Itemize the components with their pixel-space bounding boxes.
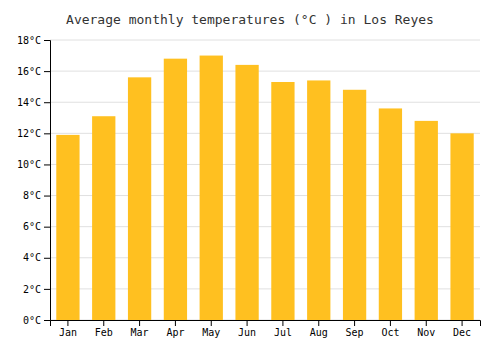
tick-label: Mar [131, 327, 149, 338]
tick-label: Nov [417, 327, 435, 338]
tick-mark [426, 320, 427, 326]
grid-line [50, 71, 480, 72]
tick-mark [282, 320, 283, 326]
bar [200, 56, 223, 320]
bar [307, 80, 330, 320]
tick-mark [44, 133, 50, 134]
grid [50, 40, 480, 320]
tick-mark [354, 320, 355, 326]
x-tick: Oct [381, 320, 399, 338]
tick-label: 16°C [17, 66, 41, 77]
x-tick: Jul [274, 320, 292, 338]
x-tick: Feb [95, 320, 113, 338]
y-tick: 6°C [23, 221, 50, 232]
tick-mark [103, 320, 104, 326]
x-tick: Jun [238, 320, 256, 338]
axis-line [51, 321, 481, 327]
tick-label: Jun [238, 327, 256, 338]
y-tick: 12°C [17, 128, 50, 139]
tick-label: Sep [346, 327, 364, 338]
x-axis: Jan Feb Mar Apr May Jun Jul Aug Sep Oct Nov Dec [51, 320, 481, 338]
bar [379, 108, 402, 320]
chart: Jan Feb Mar Apr May Jun Jul Aug Sep Oct Nov Dec 0°C 2… [0, 0, 500, 350]
bar [92, 116, 115, 320]
tick-label: 6°C [23, 221, 41, 232]
tick-label: 18°C [17, 35, 41, 46]
y-axis: 0°C 2°C 4°C 6°C 8°C 10°C 12°C 14°C 16°C 18°C [17, 35, 51, 326]
tick-mark [462, 320, 463, 326]
tick-label: Jan [59, 327, 77, 338]
x-tick: Apr [166, 320, 184, 338]
y-tick: 14°C [17, 97, 50, 108]
title: Average monthly temperatures (°C ) in Lo… [66, 12, 434, 27]
tick-mark [318, 320, 319, 326]
bar [56, 135, 79, 320]
bar [128, 77, 151, 320]
y-tick: 18°C [17, 35, 50, 46]
tick-label: May [202, 327, 220, 338]
tick-mark [44, 102, 50, 103]
grid-line [50, 102, 480, 103]
tick-mark [67, 320, 68, 326]
x-tick: Aug [310, 320, 328, 338]
tick-mark [44, 227, 50, 228]
bar [415, 121, 438, 320]
tick-mark [44, 320, 50, 321]
tick-label: Aug [310, 327, 328, 338]
bar [164, 59, 187, 320]
x-tick: Mar [131, 320, 149, 338]
axis-line [44, 41, 51, 321]
bar [271, 82, 294, 320]
x-tick: Jan [59, 320, 77, 338]
y-tick: 8°C [23, 190, 50, 201]
tick-mark [211, 320, 212, 326]
y-tick: 10°C [17, 159, 50, 170]
tick-mark [44, 289, 50, 290]
bar [235, 65, 258, 320]
tick-label: 10°C [17, 159, 41, 170]
x-tick: Nov [417, 320, 435, 338]
tick-mark [44, 71, 50, 72]
tick-label: 4°C [23, 252, 41, 263]
x-tick: Sep [346, 320, 364, 338]
tick-label: Oct [381, 327, 399, 338]
tick-label: 14°C [17, 97, 41, 108]
tick-label: 8°C [23, 190, 41, 201]
tick-label: 12°C [17, 128, 41, 139]
plot: Jan Feb Mar Apr May Jun Jul Aug Sep Oct Nov Dec 0°C 2… [17, 35, 481, 338]
tick-mark [44, 258, 50, 259]
tick-label: 2°C [23, 284, 41, 295]
tick-label: Jul [274, 327, 292, 338]
tick-mark [44, 196, 50, 197]
bar [450, 133, 473, 320]
tick-mark [44, 164, 50, 165]
tick-label: Feb [95, 327, 113, 338]
x-tick: May [202, 320, 220, 338]
x-tick: Dec [453, 320, 471, 338]
tick-mark [175, 320, 176, 326]
tick-mark [390, 320, 391, 326]
tick-label: Dec [453, 327, 471, 338]
bar [343, 90, 366, 320]
y-tick: 2°C [23, 284, 50, 295]
y-tick: 4°C [23, 252, 50, 263]
tick-mark [44, 40, 50, 41]
tick-mark [139, 320, 140, 326]
tick-mark [247, 320, 248, 326]
y-tick: 16°C [17, 66, 50, 77]
tick-label: Apr [166, 327, 184, 338]
y-tick: 0°C [23, 315, 50, 326]
bars [56, 56, 473, 320]
tick-label: 0°C [23, 315, 41, 326]
grid-line [50, 40, 480, 41]
